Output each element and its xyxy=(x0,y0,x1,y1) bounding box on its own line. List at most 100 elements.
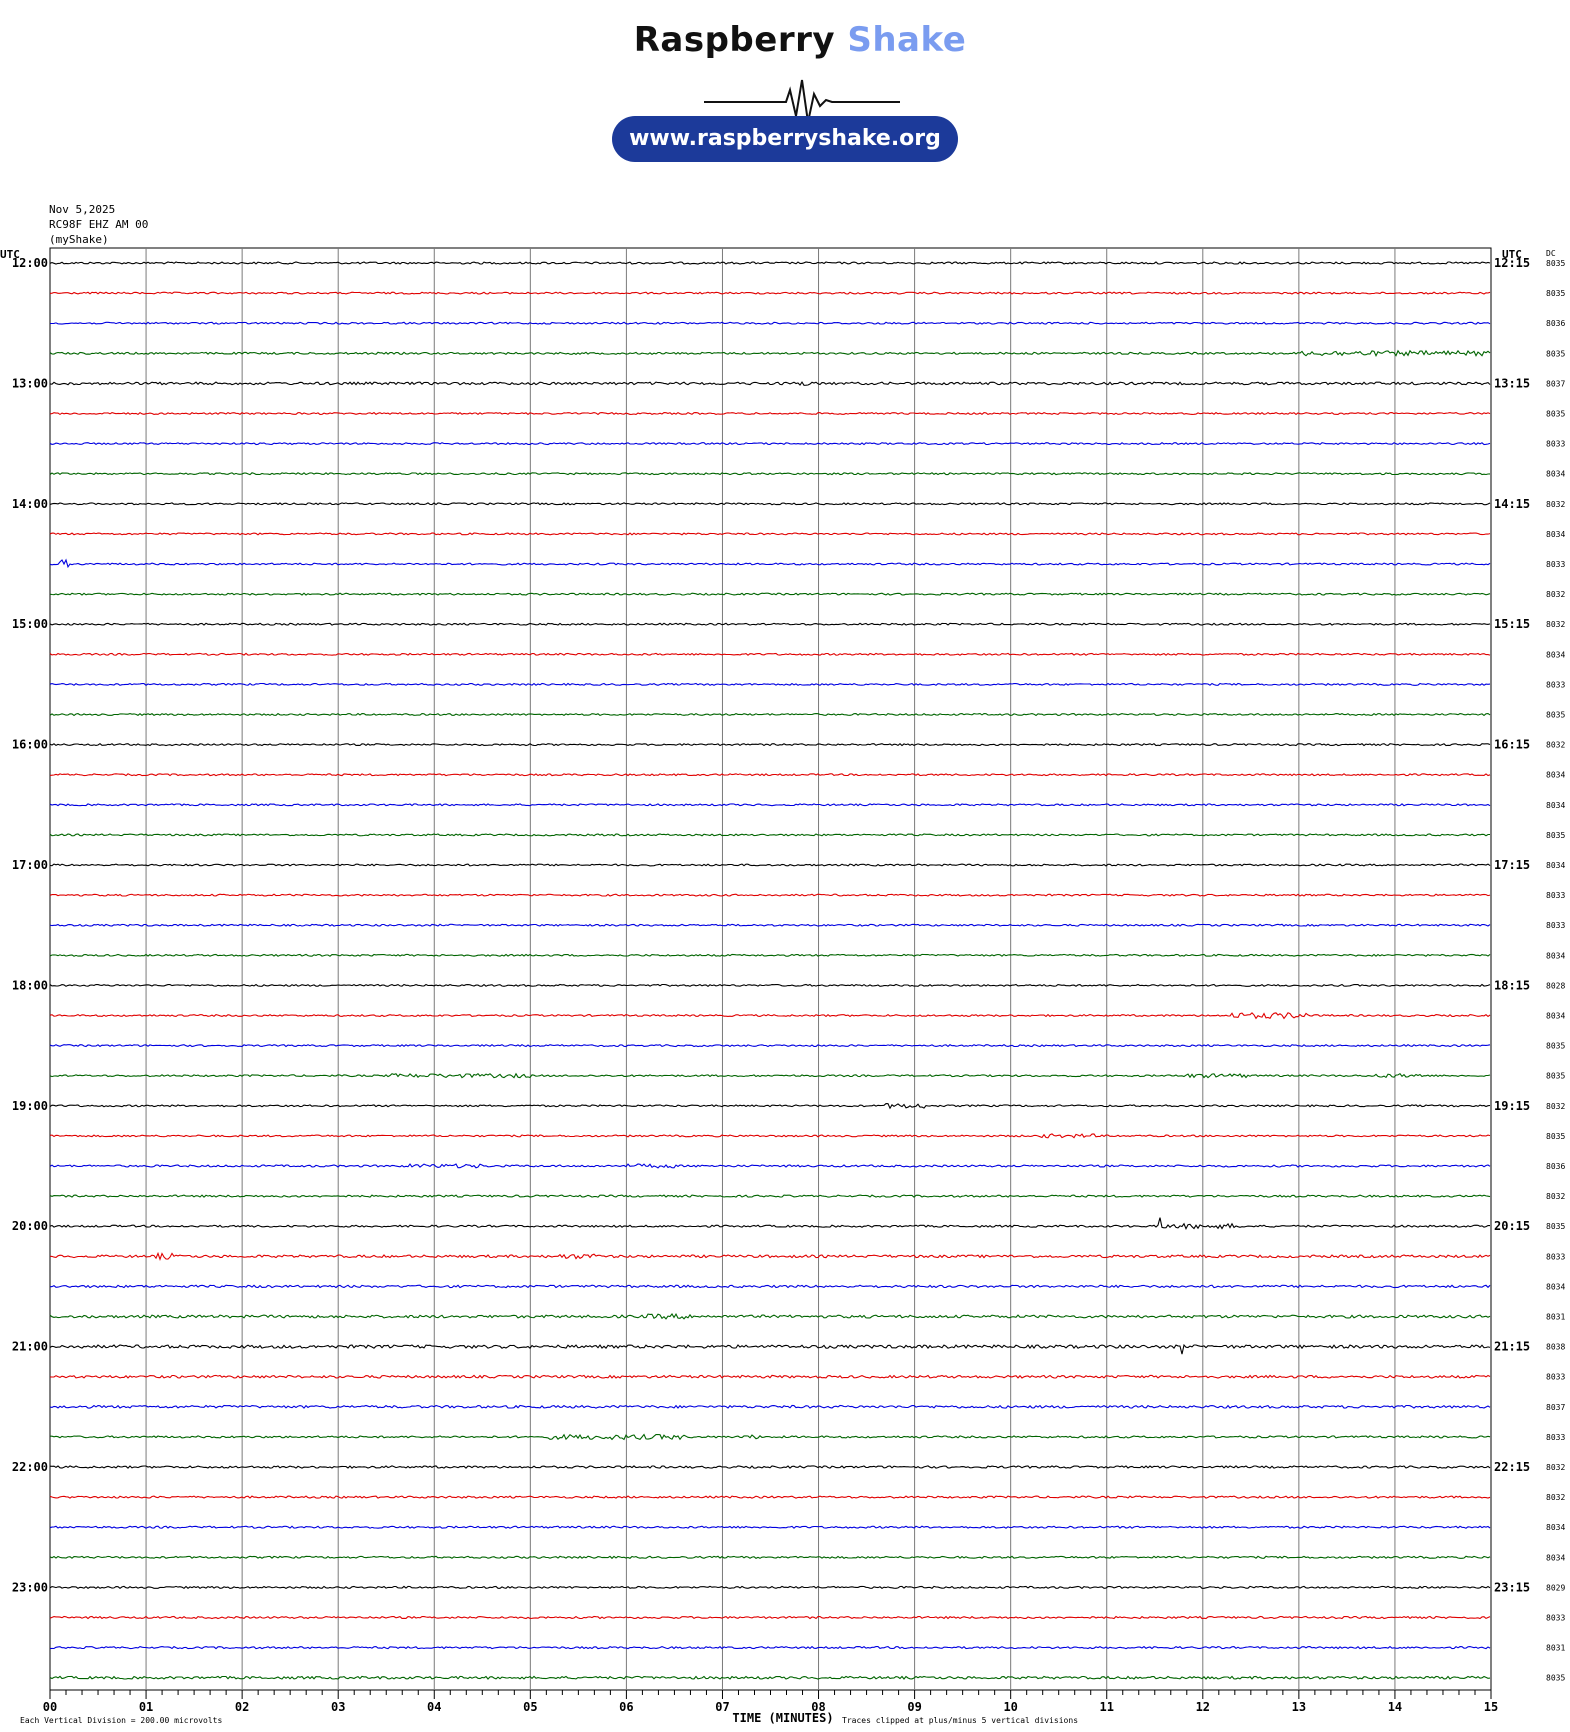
dc-offset-label: 8035 xyxy=(1546,1222,1565,1231)
dc-offset-label: 8032 xyxy=(1546,1192,1565,1201)
dc-offset-label: 8034 xyxy=(1546,861,1565,870)
dc-offset-label: 8037 xyxy=(1546,1403,1565,1412)
dc-offset-label: 8035 xyxy=(1546,1132,1565,1141)
left-hour-label: 20:00 xyxy=(12,1219,48,1233)
dc-offset-label: 8034 xyxy=(1546,530,1565,539)
left-hour-label: 15:00 xyxy=(12,617,48,631)
logo-title: Raspberry Shake xyxy=(600,20,1000,60)
left-utc-header: UTC xyxy=(0,248,20,261)
right-hour-label: 23:15 xyxy=(1494,1580,1530,1594)
seismic-trace xyxy=(49,893,1491,897)
left-hour-label: 16:00 xyxy=(12,738,48,752)
seismic-trace xyxy=(49,742,1491,747)
left-hour-label: 21:00 xyxy=(12,1340,48,1354)
dc-offset-label: 8033 xyxy=(1546,921,1565,930)
x-tick-label: 03 xyxy=(331,1700,345,1714)
x-tick-label: 11 xyxy=(1100,1700,1114,1714)
dc-offset-label: 8038 xyxy=(1546,1343,1565,1352)
left-hour-label: 13:00 xyxy=(12,376,48,390)
dc-offset-label: 8035 xyxy=(1546,1042,1565,1051)
dc-offset-label: 8032 xyxy=(1546,1463,1565,1472)
left-hour-label: 23:00 xyxy=(12,1580,48,1594)
seismic-trace xyxy=(49,1374,1491,1379)
dc-offset-label: 8032 xyxy=(1546,590,1565,599)
right-hour-label: 16:15 xyxy=(1494,738,1530,752)
plot-frame xyxy=(49,247,1492,1691)
left-hour-label: 14:00 xyxy=(12,497,48,511)
dc-offset-label: 8032 xyxy=(1546,500,1565,509)
seismic-trace xyxy=(49,863,1491,867)
website-url-badge[interactable]: www.raspberryshake.org xyxy=(612,116,958,162)
dc-offset-label: 8034 xyxy=(1546,771,1565,780)
right-hour-label: 15:15 xyxy=(1494,617,1530,631)
dc-header: DC xyxy=(1546,249,1556,258)
x-axis-label: TIME (MINUTES) xyxy=(732,1711,833,1725)
seismic-trace xyxy=(49,682,1491,687)
dc-offset-label: 8033 xyxy=(1546,1433,1565,1442)
seismic-trace xyxy=(49,712,1491,717)
seismic-trace xyxy=(49,1645,1491,1650)
dc-offset-label: 8034 xyxy=(1546,1012,1565,1021)
seismic-trace xyxy=(49,652,1491,656)
x-tick-label: 13 xyxy=(1292,1700,1306,1714)
raspberry-shake-logo: Raspberry Shake www.raspberryshake.org xyxy=(600,20,1000,170)
dc-offset-label: 8034 xyxy=(1546,470,1565,479)
seismic-wave-icon xyxy=(704,79,900,120)
dc-offset-label: 8034 xyxy=(1546,951,1565,960)
seismic-trace xyxy=(49,502,1491,506)
seismic-trace xyxy=(49,558,1491,569)
seismic-trace xyxy=(49,1044,1491,1048)
right-hour-label: 20:15 xyxy=(1494,1219,1530,1233)
dc-offset-label: 8035 xyxy=(1546,289,1565,298)
dc-offset-label: 8034 xyxy=(1546,650,1565,659)
seismic-trace xyxy=(49,1194,1491,1198)
seismic-trace xyxy=(49,1465,1491,1469)
x-tick-label: 01 xyxy=(139,1700,153,1714)
seismic-trace xyxy=(49,1133,1491,1139)
seismic-trace xyxy=(49,622,1491,626)
scale-footnote: Each Vertical Division = 200.00 microvol… xyxy=(20,1716,222,1725)
seismic-trace xyxy=(49,1284,1491,1289)
right-hour-label: 22:15 xyxy=(1494,1460,1530,1474)
x-tick-label: 02 xyxy=(235,1700,249,1714)
seismic-trace xyxy=(49,833,1490,837)
dc-offset-label: 8031 xyxy=(1546,1644,1565,1653)
logo-brand-part2: Shake xyxy=(847,20,967,60)
dc-offset-label: 8035 xyxy=(1546,410,1565,419)
x-tick-label: 12 xyxy=(1196,1700,1210,1714)
seismic-trace xyxy=(49,1103,1491,1110)
seismic-trace xyxy=(49,1585,1491,1590)
x-tick-label: 00 xyxy=(43,1700,57,1714)
dc-offset-label: 8036 xyxy=(1546,1162,1565,1171)
x-tick-label: 15 xyxy=(1484,1700,1498,1714)
seismic-trace xyxy=(49,983,1491,987)
seismic-trace xyxy=(49,1217,1491,1231)
dc-offset-label: 8034 xyxy=(1546,801,1565,810)
right-hour-label: 18:15 xyxy=(1494,978,1530,992)
clip-footnote: Traces clipped at plus/minus 5 vertical … xyxy=(842,1716,1078,1725)
dc-offset-label: 8033 xyxy=(1546,891,1565,900)
seismic-trace xyxy=(49,1012,1491,1020)
seismic-trace xyxy=(49,381,1491,386)
dc-offset-label: 8032 xyxy=(1546,1102,1565,1111)
dc-offset-label: 8034 xyxy=(1546,1523,1565,1532)
header-source: (myShake) xyxy=(49,233,109,246)
x-tick-label: 07 xyxy=(715,1700,729,1714)
x-tick-label: 04 xyxy=(427,1700,441,1714)
seismic-trace xyxy=(49,349,1491,357)
dc-offset-label: 8034 xyxy=(1546,1553,1565,1562)
dc-offset-label: 8028 xyxy=(1546,981,1565,990)
right-hour-label: 17:15 xyxy=(1494,858,1530,872)
right-utc-header: UTC xyxy=(1502,248,1522,261)
seismic-trace xyxy=(49,1525,1491,1529)
dc-offset-label: 8029 xyxy=(1546,1583,1565,1592)
seismic-trace xyxy=(49,592,1491,596)
dc-offset-label: 8035 xyxy=(1546,1072,1565,1081)
dc-offset-label: 8035 xyxy=(1546,831,1565,840)
seismic-trace xyxy=(49,803,1491,807)
dc-offset-label: 8033 xyxy=(1546,1252,1565,1261)
dc-offset-label: 8035 xyxy=(1546,711,1565,720)
dc-offset-label: 8035 xyxy=(1546,1674,1565,1683)
seismic-trace xyxy=(49,1495,1491,1499)
